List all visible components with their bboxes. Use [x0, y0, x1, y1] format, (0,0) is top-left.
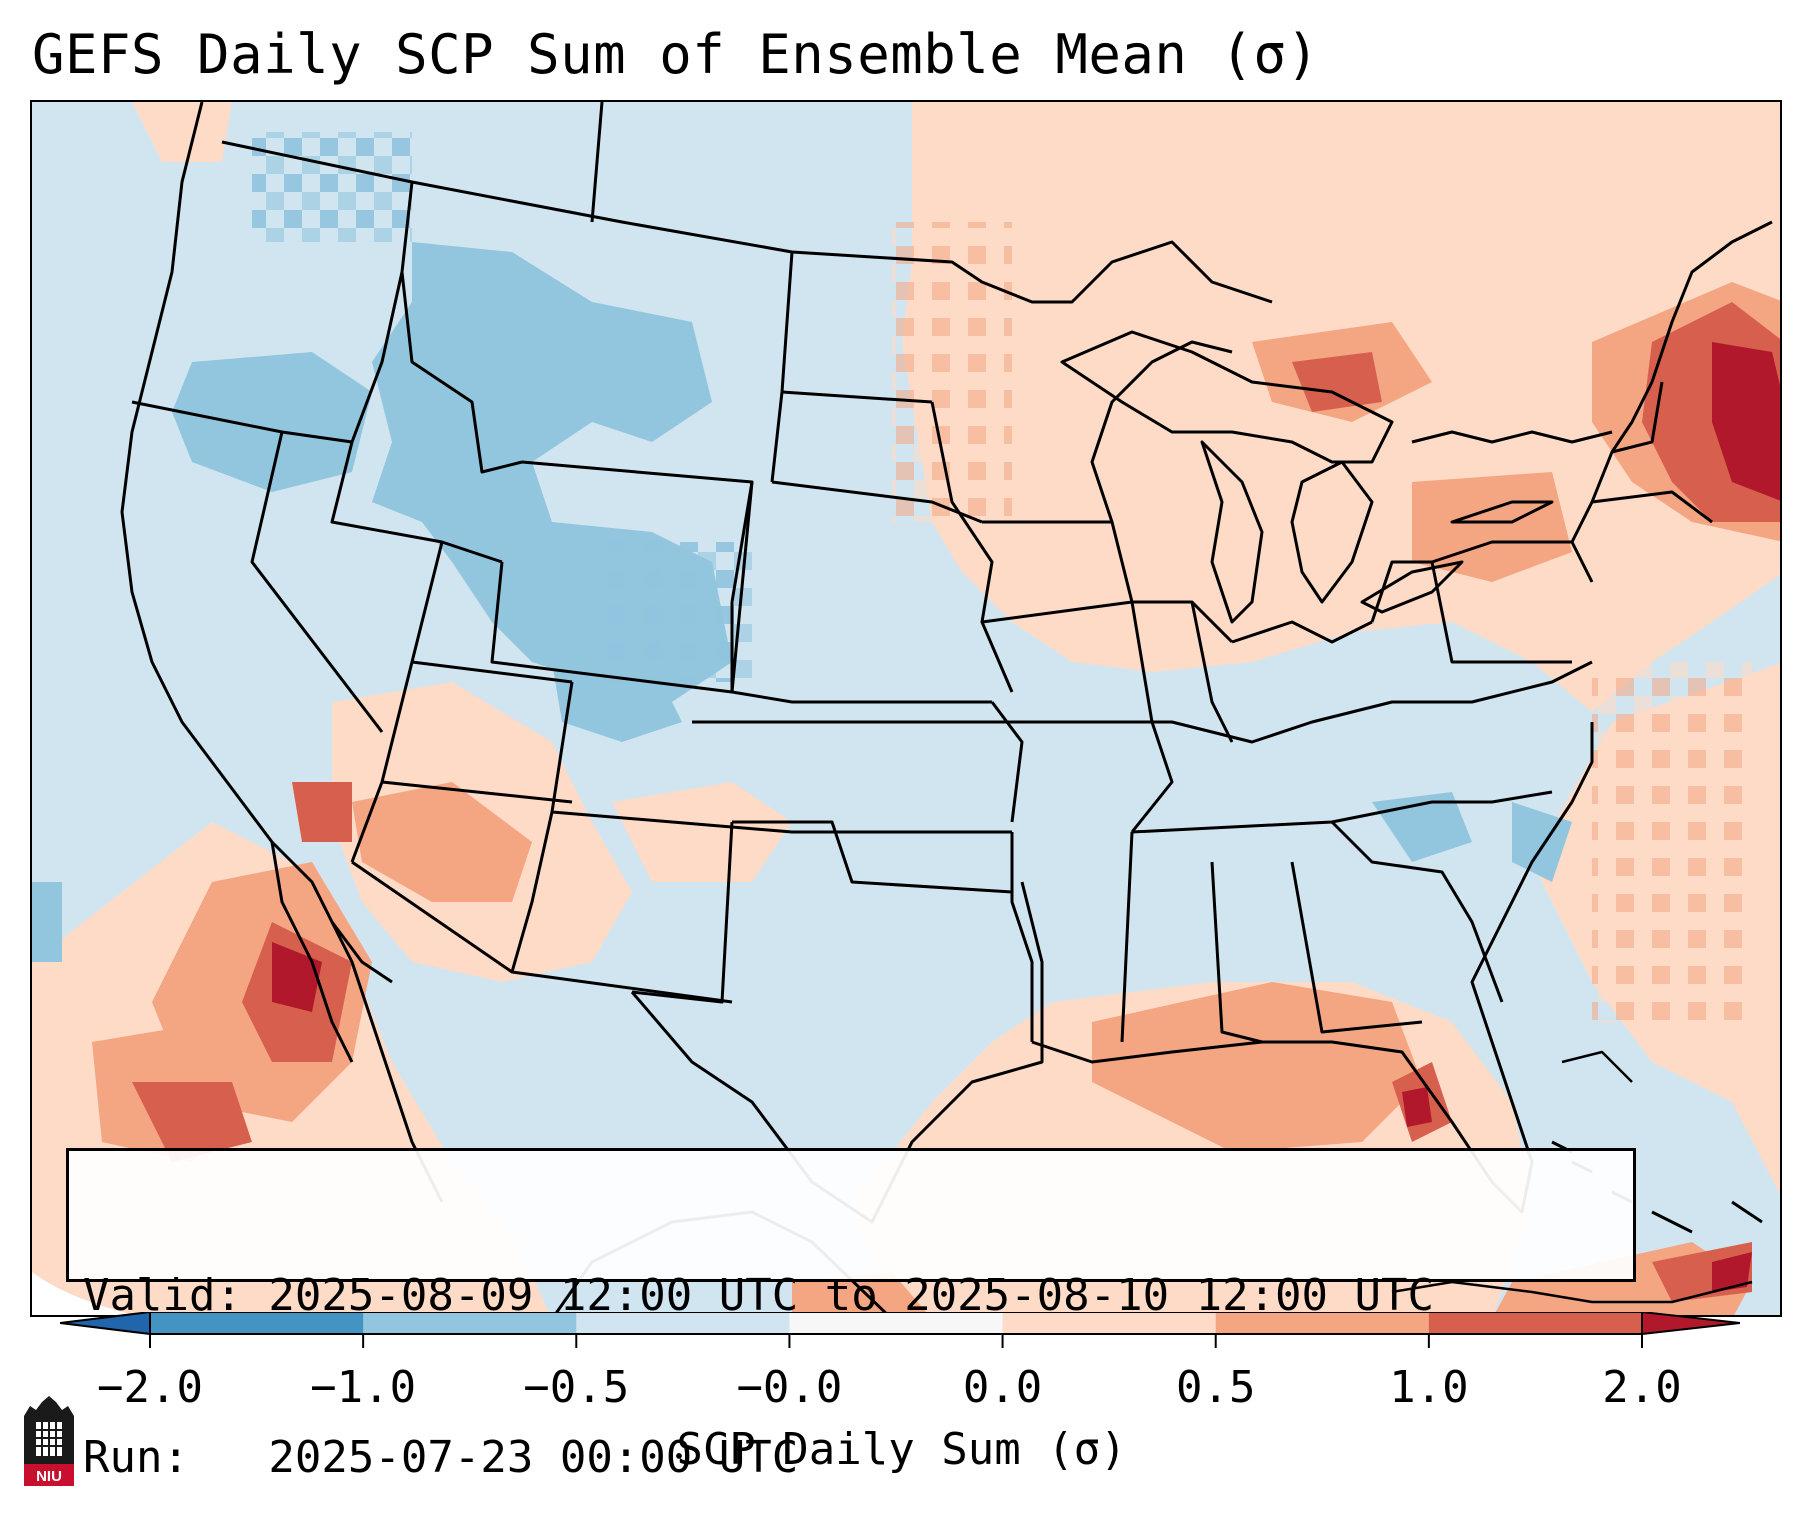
niu-logo: NIU: [24, 1396, 74, 1486]
colorbar-extend-high: [1641, 1312, 1740, 1336]
map-panel: [30, 100, 1782, 1317]
colorbar-segment: [1002, 1312, 1217, 1334]
colorbar-tick-label: 1.0: [1389, 1362, 1469, 1413]
colorbar-extend-low: [60, 1312, 151, 1336]
anomaly-field-speckle-atlantic: [1592, 662, 1752, 1022]
anomaly-field-speckle-colorado: [592, 542, 752, 682]
colorbar-tick-label: 0.5: [1175, 1362, 1256, 1413]
colorbar-tick-label: −1.0: [310, 1362, 417, 1413]
colorbar-axis-label: SCP Daily Sum (σ): [676, 1424, 1127, 1475]
colorbar-segment: [576, 1312, 790, 1334]
anomaly-field-speckle-midwest: [892, 222, 1012, 522]
chart-title: GEFS Daily SCP Sum of Ensemble Mean (σ): [32, 23, 1320, 86]
colorbar-tick-label: −0.0: [736, 1362, 843, 1413]
colorbar-outline: [149, 1312, 1643, 1335]
projection-edge: [32, 1272, 135, 1315]
colorbar-segment: [1215, 1312, 1430, 1334]
map-canvas: [32, 102, 1780, 1315]
colorbar-segment: [789, 1312, 1004, 1334]
validity-info-box: Valid: 2025-08-09 12:00 UTC to 2025-08-1…: [66, 1148, 1636, 1483]
run-time-line: Run: 2025-07-23 00:00 UTC: [83, 1432, 799, 1483]
colorbar-tick-label: −2.0: [97, 1362, 203, 1413]
colorbar-segment: [363, 1312, 577, 1334]
colorbar-segment: [150, 1312, 364, 1334]
colorbar-tick-label: 0.0: [962, 1362, 1043, 1413]
niu-logo-text: NIU: [36, 1468, 62, 1485]
colorbar-tick-label: 2.0: [1602, 1362, 1682, 1413]
colorbar-tick-label: −0.5: [523, 1362, 630, 1413]
state-boundaries: [120, 102, 1773, 1315]
colorbar-segment: [1428, 1312, 1643, 1334]
colorbar: [60, 1312, 1740, 1348]
anomaly-field-speckle-north: [252, 132, 412, 242]
